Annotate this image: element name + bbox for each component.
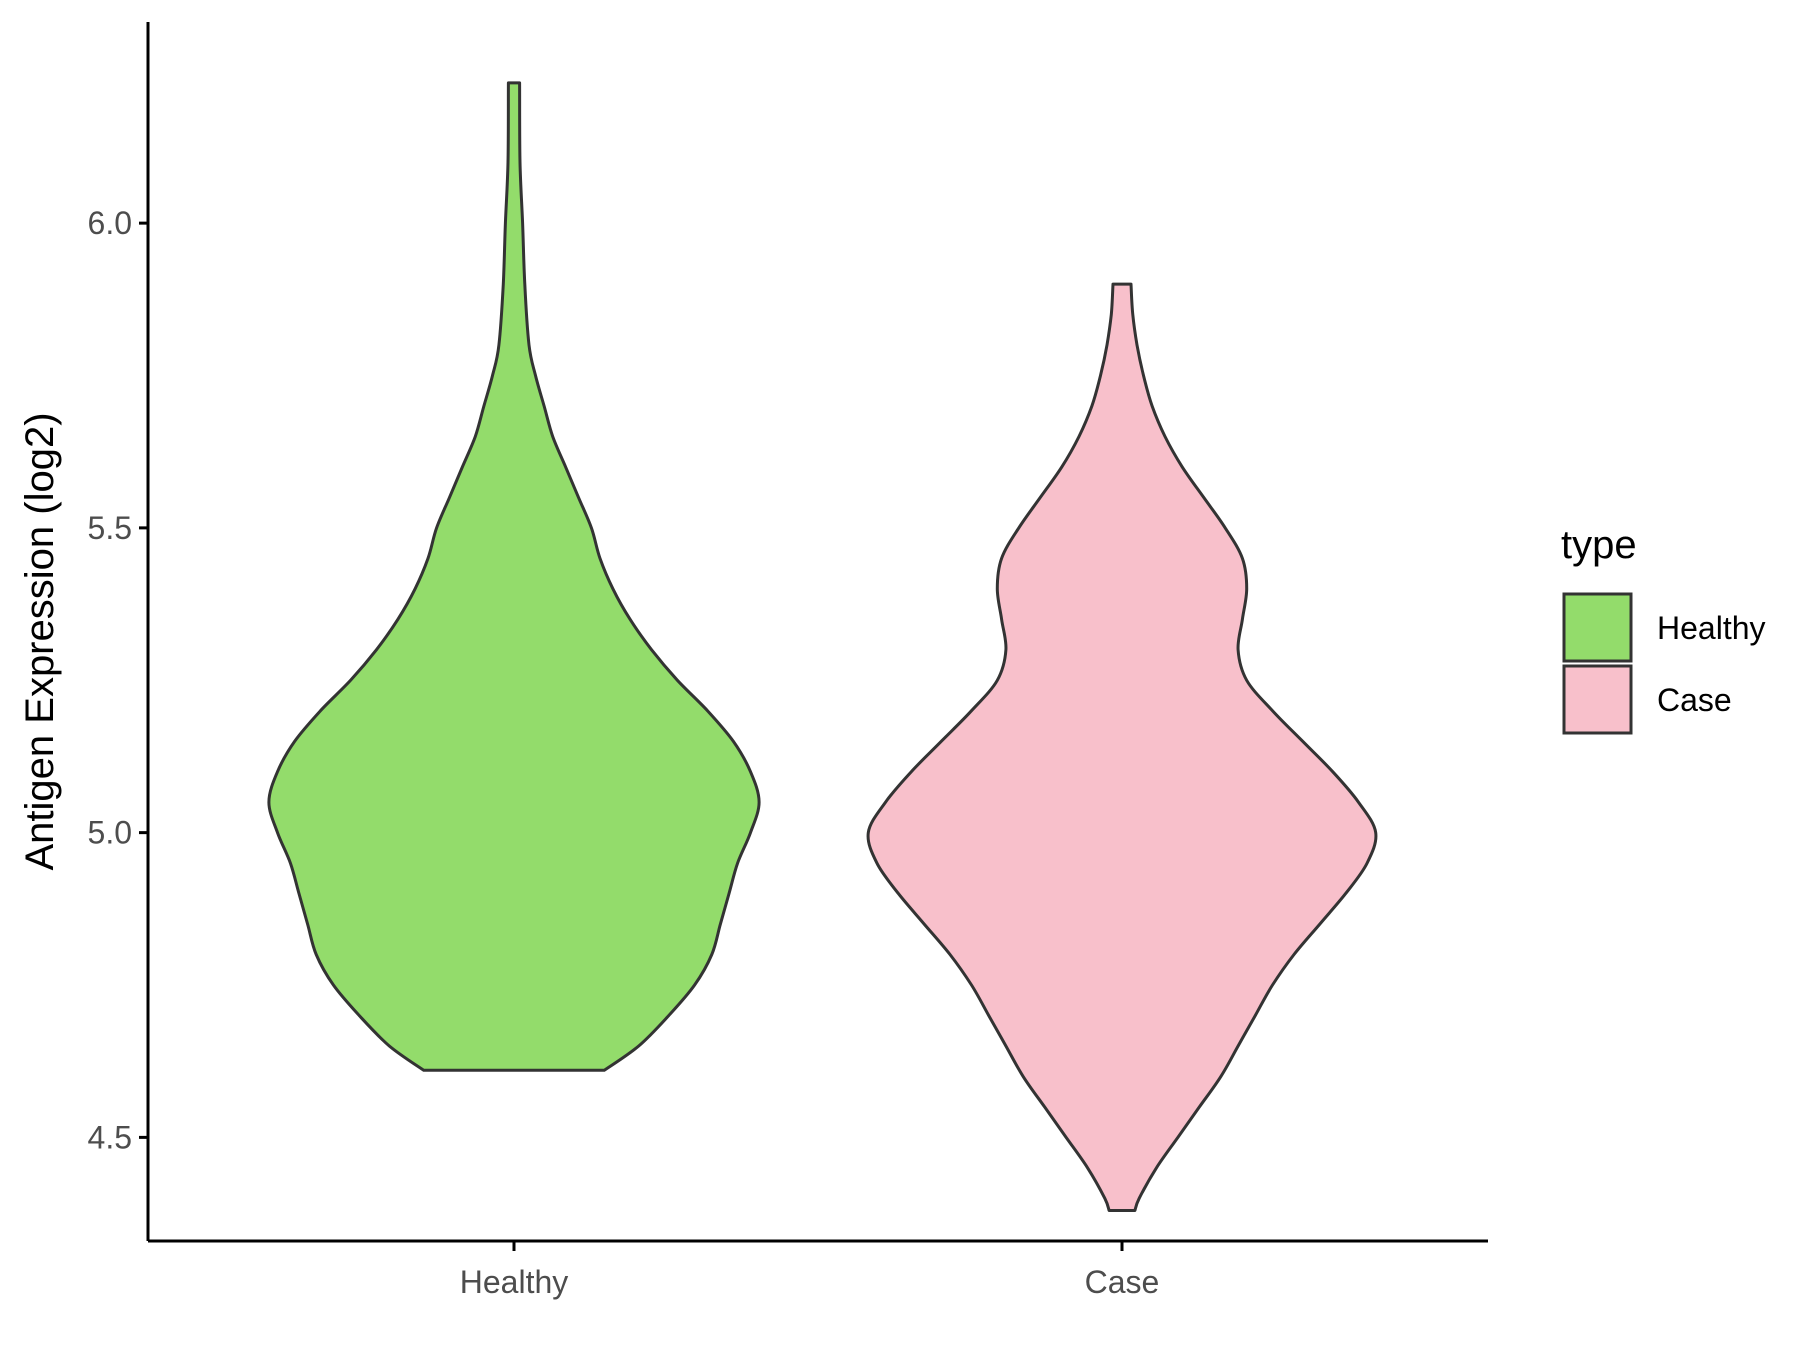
legend-swatch-case (1562, 664, 1633, 735)
violin-layer (267, 81, 1378, 1212)
legend-label-case: Case (1657, 682, 1732, 718)
y-tick-label: 6.0 (88, 205, 132, 241)
x-tick-label-healthy: Healthy (460, 1264, 569, 1300)
y-tick-label: 4.5 (88, 1119, 132, 1155)
legend: type Healthy Case (1561, 523, 1766, 735)
x-tick-label-case: Case (1085, 1264, 1160, 1300)
legend-title: type (1561, 523, 1637, 567)
legend-swatch-healthy (1562, 592, 1633, 663)
axes-layer (146, 22, 1488, 1243)
y-axis-title: Antigen Expression (log2) (18, 412, 62, 870)
violin-case (866, 282, 1378, 1212)
y-tick-label: 5.0 (88, 815, 132, 851)
y-tick-label: 5.5 (88, 510, 132, 546)
y-axis-ticks: 4.5 5.0 5.5 6.0 (88, 205, 148, 1155)
legend-label-healthy: Healthy (1657, 610, 1766, 646)
x-axis-ticks: Healthy Case (460, 1241, 1160, 1300)
violin-healthy (267, 81, 761, 1072)
